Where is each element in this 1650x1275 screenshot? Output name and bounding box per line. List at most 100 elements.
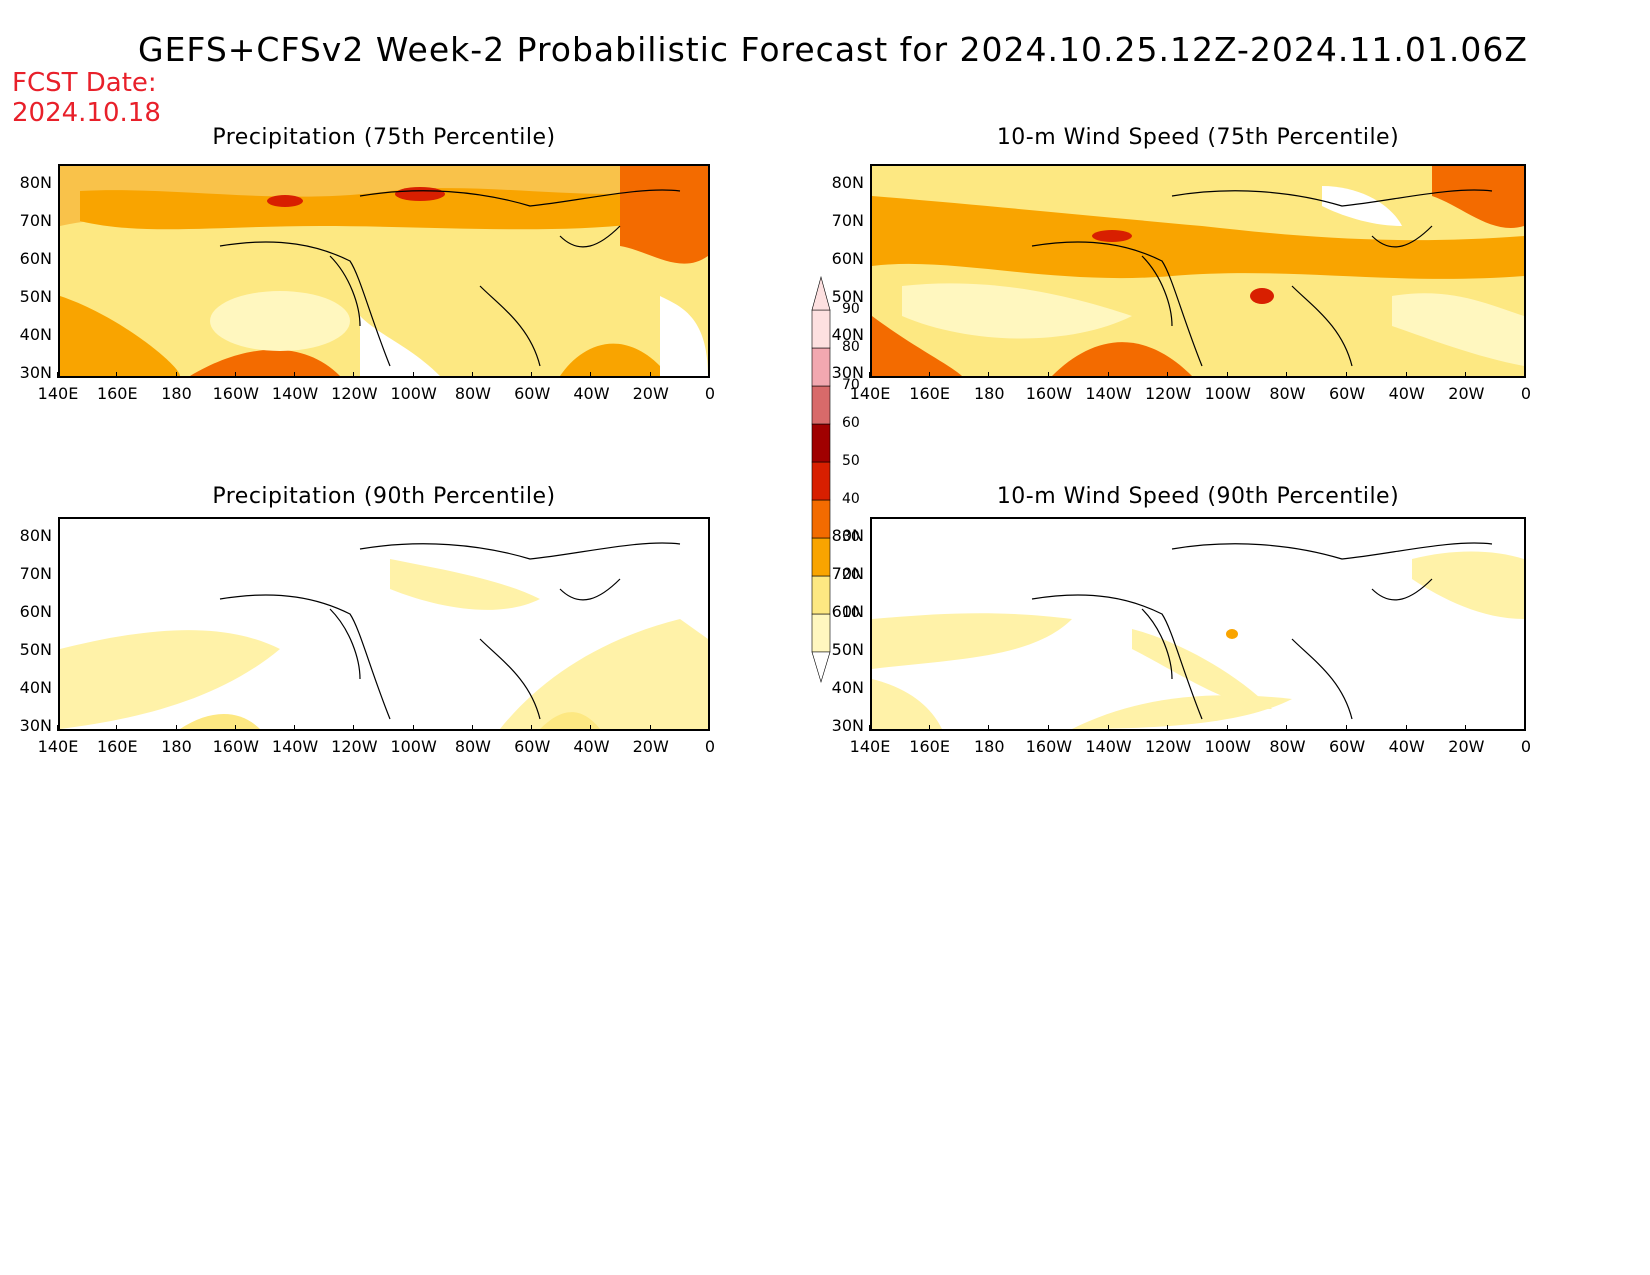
colorbar-level-label: 90 xyxy=(842,301,860,317)
lon-tickmark xyxy=(649,372,651,378)
lat-tick-label-wind-75: 80N xyxy=(831,173,864,192)
lon-tickmark xyxy=(709,725,710,731)
lon-tickmark xyxy=(869,725,870,731)
lon-tickmark xyxy=(1465,372,1467,378)
lon-tick-label-wind-90: 120W xyxy=(1144,737,1192,756)
lon-tickmark xyxy=(531,372,533,378)
lon-tick-label-wind-75: 20W xyxy=(1448,384,1485,403)
lat-tick-label-wind-75: 60N xyxy=(831,249,864,268)
lon-tick-label-wind-90: 0 xyxy=(1520,737,1532,756)
lon-tickmark xyxy=(234,725,236,731)
lat-tick-label-precip-75: 40N xyxy=(19,325,52,344)
lon-tickmark xyxy=(57,725,58,731)
lat-tick-label-precip-75: 80N xyxy=(19,173,52,192)
lon-tickmark xyxy=(928,372,930,378)
lon-tick-label-precip-90: 140W xyxy=(271,737,319,756)
forecast-date-value: 2024.10.18 xyxy=(12,98,161,128)
lon-tickmark xyxy=(1525,372,1526,378)
lat-tick-label-wind-75: 40N xyxy=(831,325,864,344)
lon-tickmark xyxy=(1107,725,1109,731)
lon-tickmark xyxy=(1047,372,1049,378)
lon-tick-label-wind-90: 140E xyxy=(849,737,891,756)
lon-tick-label-precip-75: 60W xyxy=(514,384,551,403)
lon-tick-label-precip-90: 160W xyxy=(212,737,259,756)
colorbar-level-label: 10 xyxy=(842,605,860,621)
lon-tick-label-wind-75: 140W xyxy=(1085,384,1132,403)
lon-tickmark xyxy=(471,725,473,731)
lon-tickmark xyxy=(1525,725,1526,731)
colorbar-swatches xyxy=(811,275,831,684)
colorbar-level-label: 50 xyxy=(842,453,860,469)
main-title: GEFS+CFSv2 Week-2 Probabilistic Forecast… xyxy=(138,30,1528,69)
colorbar-swatch xyxy=(811,347,831,387)
lon-tickmark xyxy=(471,372,473,378)
panel-title-precip-75: Precipitation (75th Percentile) xyxy=(212,125,556,150)
map-precip-75 xyxy=(58,164,710,378)
lon-tick-label-precip-75: 140E xyxy=(37,384,79,403)
lon-tickmark xyxy=(353,725,355,731)
lon-tickmark xyxy=(1286,372,1288,378)
lat-tick-label-precip-75: 60N xyxy=(19,249,52,268)
lat-tick-label-precip-75: 50N xyxy=(19,287,52,306)
colorbar-swatch xyxy=(811,385,831,425)
lat-tick-label-wind-90: 50N xyxy=(831,640,864,659)
lon-tick-label-wind-75: 160W xyxy=(1025,384,1073,403)
lon-tickmark xyxy=(294,725,296,731)
lon-tickmark xyxy=(988,725,990,731)
panel-title-wind-75: 10-m Wind Speed (75th Percentile) xyxy=(996,125,1400,150)
lon-tick-label-wind-75: 40W xyxy=(1388,384,1425,403)
lat-tick-label-wind-90: 80N xyxy=(831,526,864,545)
lon-tick-label-precip-75: 160E xyxy=(96,384,138,403)
lat-tick-label-precip-75: 30N xyxy=(19,363,52,382)
lon-tickmark xyxy=(1346,725,1348,731)
lon-tick-label-precip-75: 0 xyxy=(704,384,716,403)
forecast-date-label: FCST Date: xyxy=(12,68,157,98)
lon-tickmark xyxy=(590,372,592,378)
lon-tick-label-precip-90: 100W xyxy=(390,737,437,756)
lon-tick-label-wind-90: 160E xyxy=(909,737,950,756)
lon-tickmark xyxy=(1405,372,1407,378)
lon-tickmark xyxy=(412,725,414,731)
lon-tickmark xyxy=(234,372,236,378)
lon-tickmark xyxy=(1047,725,1049,731)
colorbar-swatch xyxy=(811,537,831,577)
lon-tickmark xyxy=(1167,372,1169,378)
lon-tick-label-precip-90: 140E xyxy=(37,737,79,756)
colorbar-swatch xyxy=(811,309,831,349)
forecast-date: FCST Date: 2024.10.18 xyxy=(12,68,161,128)
colorbar-swatch xyxy=(811,423,831,463)
lon-tickmark xyxy=(928,725,930,731)
lon-tickmark xyxy=(1226,725,1228,731)
lon-tick-label-wind-75: 80W xyxy=(1269,384,1306,403)
lon-tick-label-precip-90: 60W xyxy=(514,737,551,756)
lon-tick-label-wind-90: 160W xyxy=(1025,737,1073,756)
lon-tick-label-wind-75: 140E xyxy=(849,384,891,403)
lat-tick-label-precip-90: 70N xyxy=(19,564,52,583)
colorbar-bottom-arrow xyxy=(811,651,831,684)
lon-tickmark xyxy=(353,372,355,378)
lon-tickmark xyxy=(175,372,177,378)
panel-title-precip-90: Precipitation (90th Percentile) xyxy=(212,484,556,509)
lat-tick-label-wind-75: 30N xyxy=(831,363,864,382)
lon-tickmark xyxy=(175,725,177,731)
lon-tickmark xyxy=(531,725,533,731)
colorbar-swatch xyxy=(811,499,831,539)
lat-tick-label-precip-75: 70N xyxy=(19,211,52,230)
lon-tick-label-precip-90: 120W xyxy=(331,737,378,756)
map-precip-90 xyxy=(58,517,710,731)
colorbar-level-label: 70 xyxy=(842,377,860,393)
lon-tick-label-wind-90: 100W xyxy=(1204,737,1251,756)
lon-tick-label-wind-90: 20W xyxy=(1448,737,1485,756)
lon-tick-label-precip-90: 180 xyxy=(161,737,192,756)
lon-tick-label-wind-75: 160E xyxy=(909,384,950,403)
lon-tickmark xyxy=(116,372,118,378)
lon-tick-label-precip-75: 20W xyxy=(632,384,669,403)
lon-tick-label-precip-75: 40W xyxy=(573,384,610,403)
lon-tick-label-wind-75: 0 xyxy=(1520,384,1532,403)
lat-tick-label-wind-90: 40N xyxy=(831,678,864,697)
lon-tick-label-wind-90: 60W xyxy=(1328,737,1366,756)
lon-tick-label-precip-75: 160W xyxy=(212,384,259,403)
lon-tick-label-wind-75: 100W xyxy=(1204,384,1251,403)
lon-tick-label-precip-75: 80W xyxy=(454,384,491,403)
colorbar-level-label: 80 xyxy=(842,339,860,355)
